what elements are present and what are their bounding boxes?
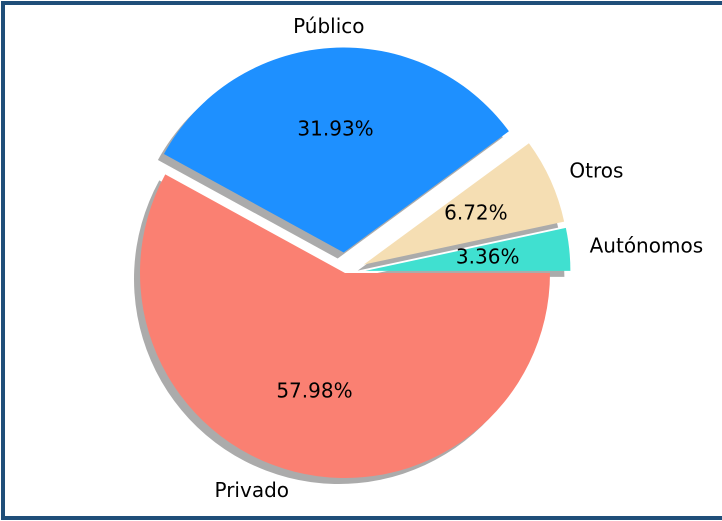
slice xyxy=(140,174,551,479)
slices xyxy=(140,47,571,479)
slice xyxy=(363,143,565,265)
value-label: 57.98% xyxy=(276,379,352,403)
value-label: 31.93% xyxy=(297,116,373,140)
value-label: 3.36% xyxy=(456,244,520,268)
slice-label: Privado xyxy=(215,478,290,502)
slice xyxy=(163,47,509,253)
labels: Autónomos 3.36% Otros 6.72% Público 31.93% Pri… xyxy=(215,14,704,502)
value-label: 6.72% xyxy=(444,201,508,225)
slice xyxy=(365,227,571,271)
slice-label: Otros xyxy=(569,159,623,183)
slice-label: Autónomos xyxy=(590,234,704,258)
slice-label: Público xyxy=(293,14,364,38)
